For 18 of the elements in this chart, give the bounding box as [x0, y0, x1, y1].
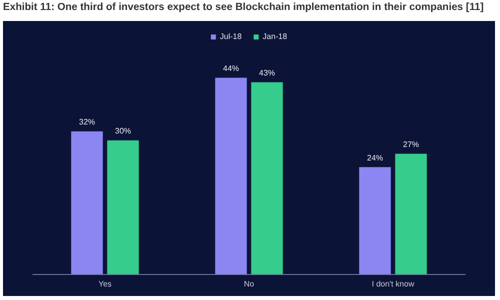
data-label: 44% [222, 64, 240, 74]
data-label: 24% [366, 153, 384, 162]
x-tick-label: No [244, 279, 255, 288]
x-tick-label: I don't know [372, 279, 414, 288]
legend-label: Jan-18 [262, 32, 288, 42]
bar [107, 140, 139, 274]
bar [359, 167, 391, 274]
bar [71, 131, 103, 274]
chart-title: Exhibit 11: One third of investors expect to see Blockchain implementation in their companies [11] [3, 2, 485, 13]
data-label: 43% [258, 68, 276, 78]
data-label: 27% [402, 140, 420, 149]
bar [251, 82, 283, 274]
data-label: 32% [78, 118, 96, 127]
legend-label: Jul-18 [220, 32, 242, 42]
bar [395, 154, 427, 274]
bar [215, 78, 247, 274]
data-label: 30% [114, 126, 132, 136]
x-tick-label: Yes [98, 279, 112, 288]
